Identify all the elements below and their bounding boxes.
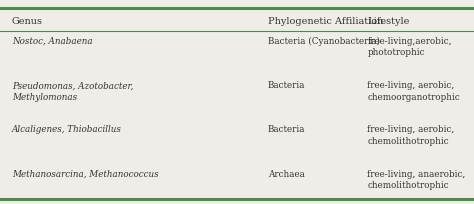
- Text: Nostoc, Anabaena: Nostoc, Anabaena: [12, 37, 92, 46]
- Text: Bacteria (Cyanobacteria): Bacteria (Cyanobacteria): [268, 37, 380, 46]
- Text: Phylogenetic Affiliation: Phylogenetic Affiliation: [268, 17, 383, 26]
- Text: Bacteria: Bacteria: [268, 81, 305, 90]
- Text: Methanosarcina, Methanococcus: Methanosarcina, Methanococcus: [12, 169, 158, 178]
- Text: free-living,aerobic,
phototrophic: free-living,aerobic, phototrophic: [367, 37, 452, 57]
- Text: Pseudomonas, Azotobacter,
Methylomonas: Pseudomonas, Azotobacter, Methylomonas: [12, 81, 133, 101]
- Text: Archaea: Archaea: [268, 169, 305, 178]
- Text: Alcaligenes, Thiobacillus: Alcaligenes, Thiobacillus: [12, 125, 122, 134]
- Text: Lifestyle: Lifestyle: [367, 17, 410, 26]
- Text: free-living, anaerobic,
chemolithotrophic: free-living, anaerobic, chemolithotrophi…: [367, 169, 465, 189]
- Text: Genus: Genus: [12, 17, 43, 26]
- Text: Bacteria: Bacteria: [268, 125, 305, 134]
- Text: free-living, aerobic,
chemolithotrophic: free-living, aerobic, chemolithotrophic: [367, 125, 455, 145]
- Text: free-living, aerobic,
chemoorganotrophic: free-living, aerobic, chemoorganotrophic: [367, 81, 460, 101]
